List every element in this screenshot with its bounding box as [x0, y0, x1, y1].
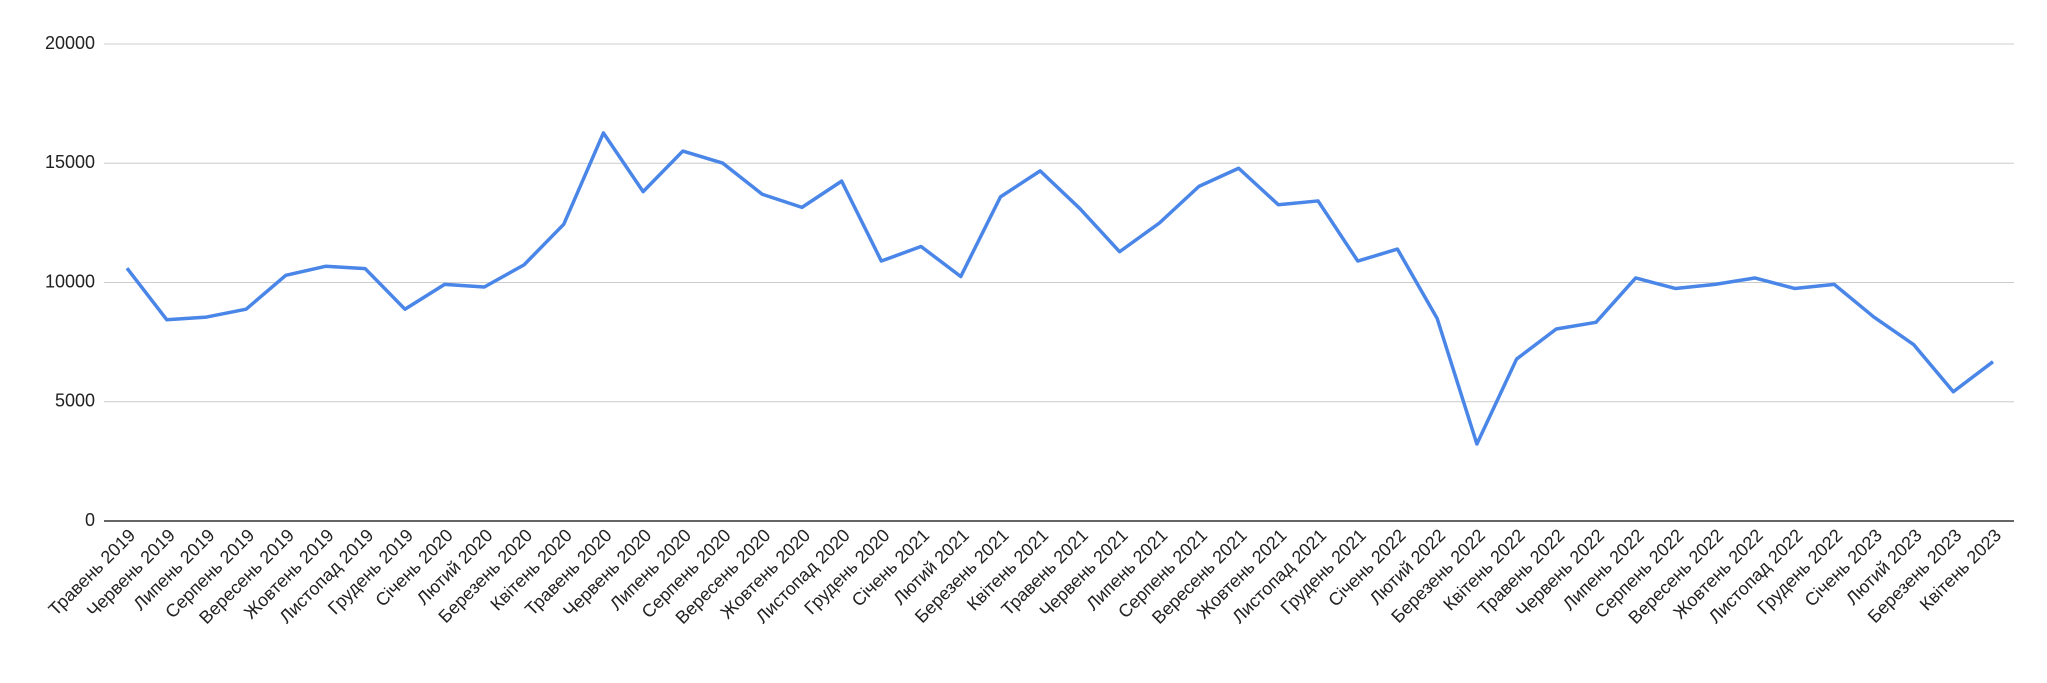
y-tick-label: 5000: [55, 391, 95, 411]
y-tick-label: 20000: [45, 33, 95, 53]
y-tick-label: 15000: [45, 152, 95, 172]
data-line: [125, 131, 1995, 446]
y-tick-label: 0: [85, 510, 95, 530]
y-tick-label: 10000: [45, 271, 95, 291]
